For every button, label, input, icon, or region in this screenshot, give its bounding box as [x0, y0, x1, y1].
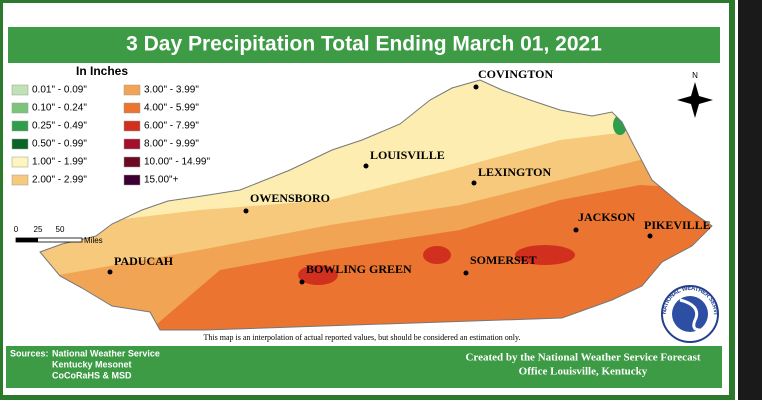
cities: COVINGTON LOUISVILLE LEXINGTON OWENSBORO JAC… — [107, 67, 711, 285]
state-outline — [39, 79, 713, 331]
legend: 0.01" - 0.09" 0.10" - 0.24" 0.25" - 0.49" 0… — [11, 84, 210, 186]
legend-swatch — [123, 102, 141, 114]
city-label: PADUCAH — [114, 254, 174, 268]
legend-swatch — [11, 102, 29, 114]
disclaimer: This map is an interpolation of actual r… — [204, 333, 521, 342]
city-dot — [363, 163, 369, 169]
legend-label: 3.00" - 3.99" — [144, 85, 199, 96]
footer-bar — [6, 346, 722, 388]
legend-label: 4.00" - 5.99" — [144, 103, 199, 114]
north-label: N — [692, 71, 698, 80]
source-line: CoCoRaHS & MSD — [52, 370, 132, 380]
legend-swatch — [123, 156, 141, 168]
city-label: OWENSBORO — [250, 191, 330, 205]
city-label: COVINGTON — [478, 67, 553, 81]
legend-swatch — [11, 138, 29, 150]
source-line: National Weather Service — [52, 348, 160, 358]
legend-swatch — [123, 120, 141, 132]
credit: Created by the National Weather Service … — [465, 352, 700, 378]
scale-bar — [15, 237, 83, 243]
legend-label: 0.25" - 0.49" — [32, 121, 87, 132]
legend-label: 15.00"+ — [144, 175, 179, 186]
city-dot — [473, 84, 479, 90]
scale-tick-label: 25 — [34, 225, 43, 234]
legend-swatch — [11, 84, 29, 96]
credit-line: Office Louisville, Kentucky — [519, 366, 648, 378]
legend-label: 8.00" - 9.99" — [144, 139, 199, 150]
source-line: Kentucky Mesonet — [52, 359, 132, 369]
legend-label: 1.00" - 1.99" — [32, 157, 87, 168]
title-banner — [8, 27, 720, 63]
nws-logo — [661, 285, 719, 343]
city-dot — [107, 269, 113, 275]
city-dot — [471, 180, 477, 186]
legend-swatch — [11, 120, 29, 132]
scale-unit: Miles — [84, 236, 103, 245]
scale-tick-label: 0 — [14, 225, 19, 234]
title: 3 Day Precipitation Total Ending March 0… — [126, 33, 602, 56]
legend-label: 10.00" - 14.99" — [144, 157, 210, 168]
legend-label: 0.01" - 0.09" — [32, 85, 87, 96]
legend-label: 2.00" - 2.99" — [32, 175, 87, 186]
city-label: JACKSON — [578, 210, 636, 224]
city-label: SOMERSET — [470, 253, 537, 267]
north-arrow — [677, 82, 713, 118]
scale: 0 25 50 Miles — [14, 225, 103, 245]
legend-label: 6.00" - 7.99" — [144, 121, 199, 132]
legend-title: In Inches — [76, 64, 128, 78]
scale-tick-label: 50 — [56, 225, 65, 234]
legend-swatch — [11, 174, 29, 186]
legend-swatch — [11, 156, 29, 168]
city-dot — [647, 233, 653, 239]
city-label: PIKEVILLE — [644, 218, 711, 232]
city-label: LEXINGTON — [478, 165, 551, 179]
city-dot — [573, 227, 579, 233]
city-dot — [463, 270, 469, 276]
legend-swatch — [123, 138, 141, 150]
credit-line: Created by the National Weather Service … — [465, 352, 700, 364]
city-label: BOWLING GREEN — [306, 262, 412, 276]
city-dot — [299, 279, 305, 285]
edge-bar — [738, 0, 762, 400]
legend-swatch — [123, 174, 141, 186]
city-dot — [243, 208, 249, 214]
legend-swatch — [123, 84, 141, 96]
sources-label: Sources: — [10, 348, 49, 358]
city-label: LOUISVILLE — [370, 148, 445, 162]
legend-label: 0.50" - 0.99" — [32, 139, 87, 150]
legend-label: 0.10" - 0.24" — [32, 103, 87, 114]
